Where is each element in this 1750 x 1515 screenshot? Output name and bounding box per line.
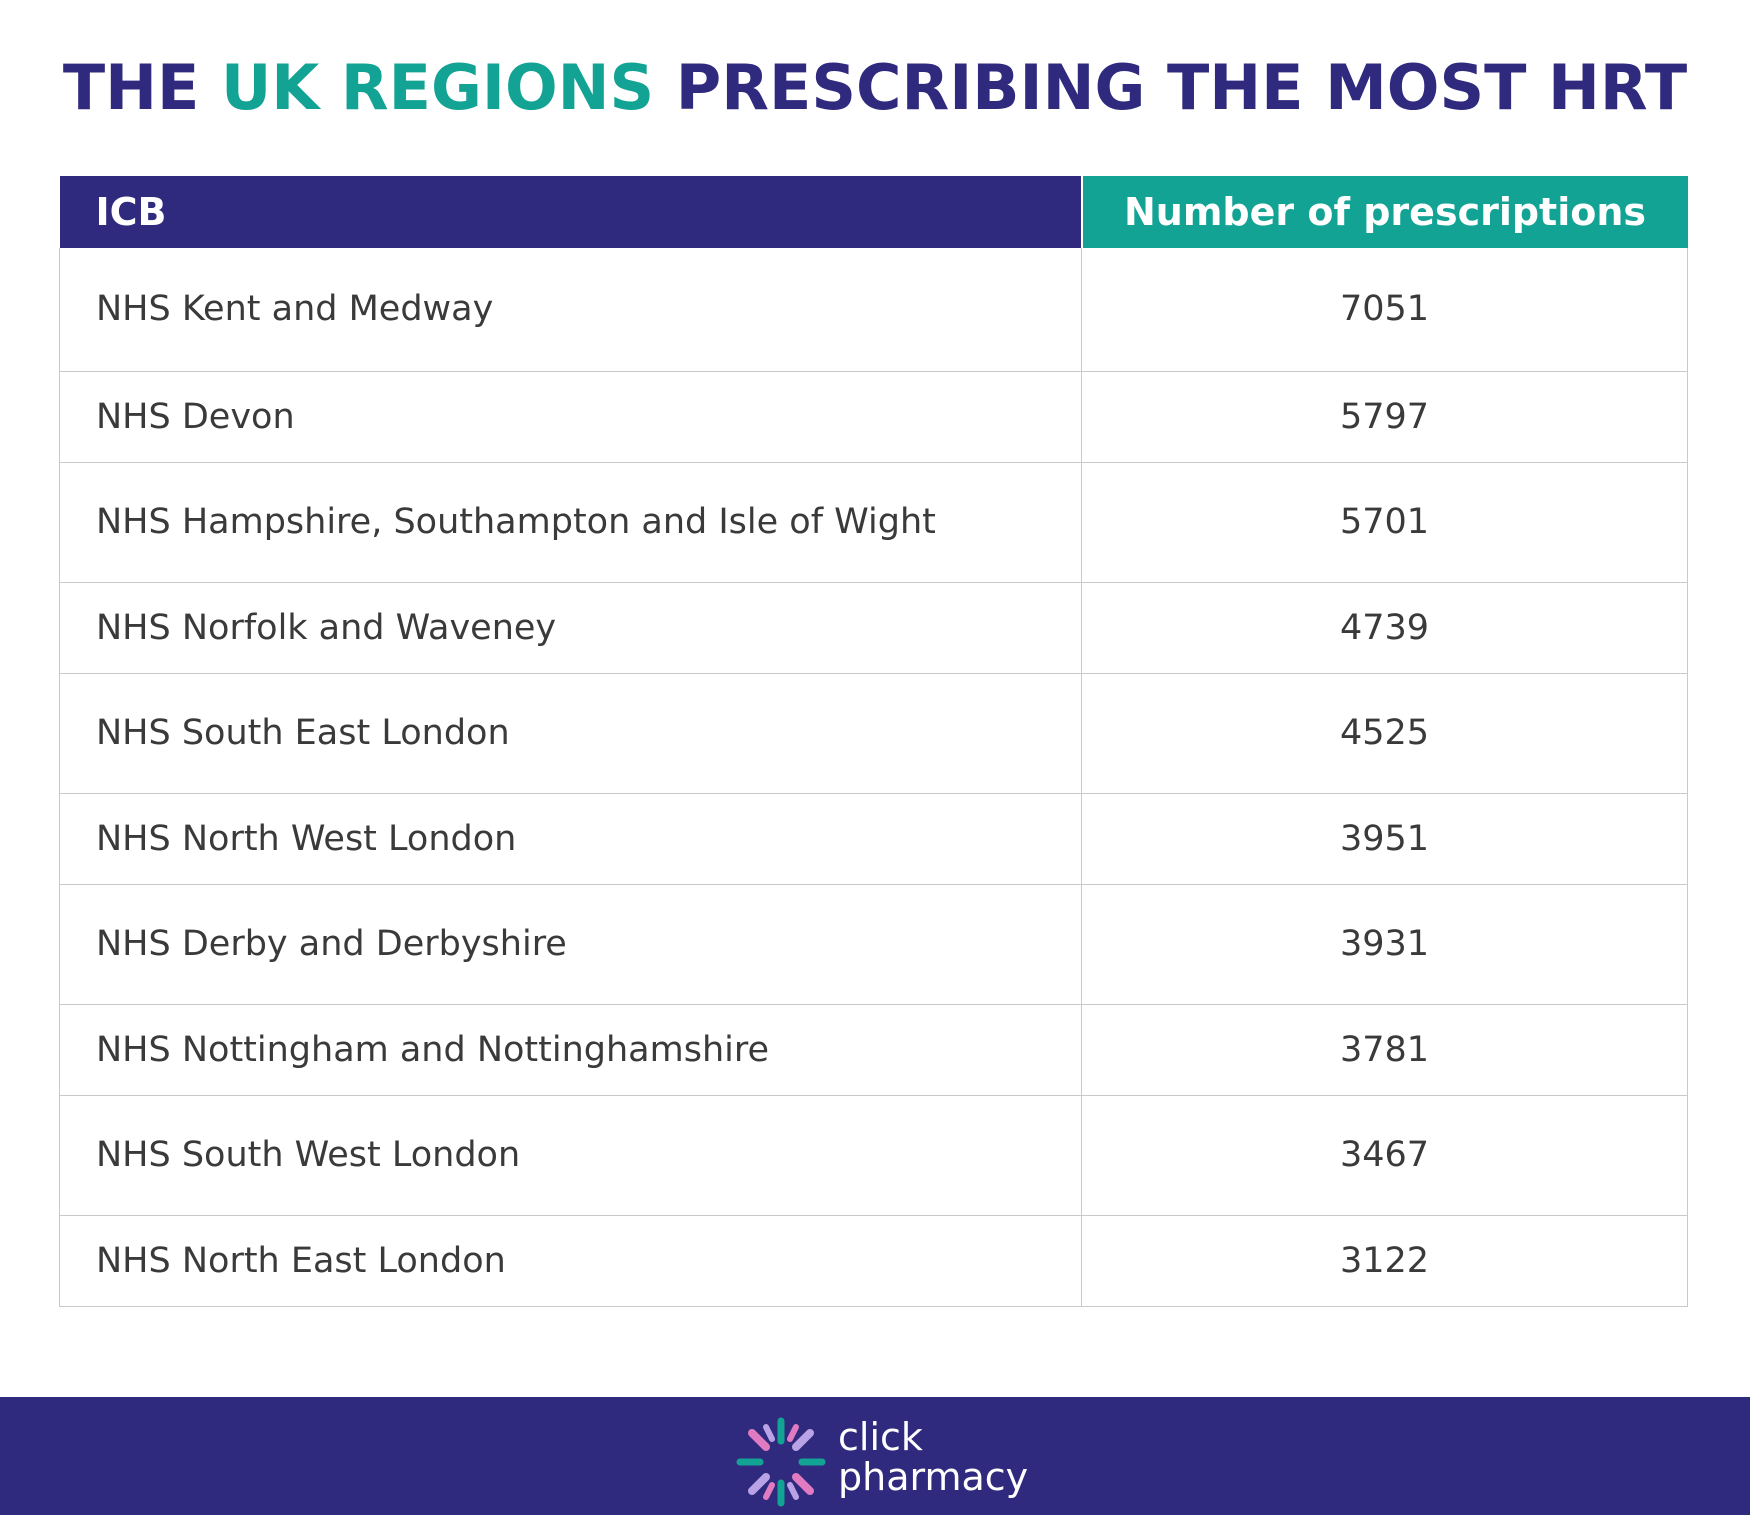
title-part-2: PRESCRIBING THE MOST HRT	[654, 51, 1688, 124]
table-row: NHS Kent and Medway 7051	[59, 248, 1688, 372]
column-header-prescriptions: Number of prescriptions	[1081, 176, 1688, 248]
prescriptions-table: ICB Number of prescriptions NHS Kent and…	[59, 176, 1688, 1307]
icb-cell: NHS North East London	[59, 1215, 1082, 1307]
table-row: NHS Hampshire, Southampton and Isle of W…	[59, 462, 1688, 583]
page-title: THE UK REGIONS PRESCRIBING THE MOST HRT	[0, 46, 1750, 130]
icb-cell: NHS South West London	[59, 1095, 1082, 1216]
click-pharmacy-logo-icon	[736, 1417, 826, 1507]
prescriptions-cell: 3467	[1081, 1095, 1688, 1216]
prescriptions-cell: 3951	[1081, 793, 1688, 885]
title-accent: UK REGIONS	[220, 51, 655, 124]
icb-cell: NHS Hampshire, Southampton and Isle of W…	[59, 462, 1082, 583]
table-row: NHS Norfolk and Waveney 4739	[59, 582, 1688, 674]
icb-cell: NHS South East London	[59, 673, 1082, 794]
table-row: NHS Nottingham and Nottinghamshire 3781	[59, 1004, 1688, 1096]
prescriptions-cell: 3931	[1081, 884, 1688, 1005]
column-header-icb: ICB	[59, 176, 1083, 248]
prescriptions-cell: 3122	[1081, 1215, 1688, 1307]
prescriptions-cell: 5701	[1081, 462, 1688, 583]
table-row: NHS Devon 5797	[59, 371, 1688, 463]
brand-line-click: click	[838, 1415, 923, 1459]
table-header-row: ICB Number of prescriptions	[59, 176, 1688, 248]
table-row: NHS North East London 3122	[59, 1215, 1688, 1307]
icb-cell: NHS North West London	[59, 793, 1082, 885]
icb-cell: NHS Nottingham and Nottinghamshire	[59, 1004, 1082, 1096]
table-row: NHS South East London 4525	[59, 673, 1688, 794]
icb-cell: NHS Norfolk and Waveney	[59, 582, 1082, 674]
table-row: NHS South West London 3467	[59, 1095, 1688, 1216]
prescriptions-cell: 4739	[1081, 582, 1688, 674]
footer-bar: click pharmacy	[0, 1397, 1750, 1515]
prescriptions-cell: 3781	[1081, 1004, 1688, 1096]
prescriptions-cell: 4525	[1081, 673, 1688, 794]
icb-cell: NHS Devon	[59, 371, 1082, 463]
prescriptions-cell: 5797	[1081, 371, 1688, 463]
icb-cell: NHS Kent and Medway	[59, 248, 1082, 372]
table-row: NHS North West London 3951	[59, 793, 1688, 885]
table-body: NHS Kent and Medway 7051 NHS Devon 5797 …	[59, 248, 1688, 1307]
title-part-1: THE	[62, 51, 221, 124]
prescriptions-cell: 7051	[1081, 248, 1688, 372]
brand-line-pharmacy: pharmacy	[838, 1455, 1029, 1499]
icb-cell: NHS Derby and Derbyshire	[59, 884, 1082, 1005]
table-row: NHS Derby and Derbyshire 3931	[59, 884, 1688, 1005]
brand-wordmark: click pharmacy	[838, 1417, 1028, 1497]
